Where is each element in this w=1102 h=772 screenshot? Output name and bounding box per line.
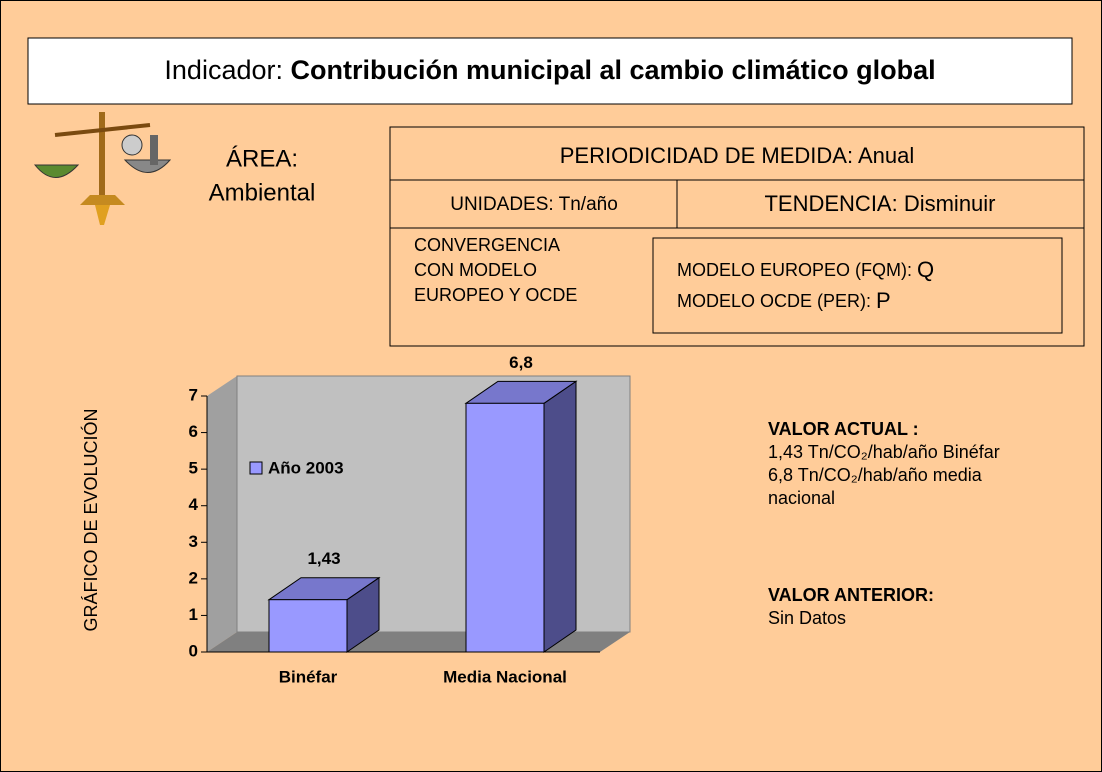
y-tick-label: 1 — [189, 605, 198, 624]
y-tick-label: 2 — [189, 568, 198, 587]
valor-actual: VALOR ACTUAL : 1,43 Tn/CO₂/hab/año Binéf… — [768, 418, 1038, 510]
y-tick-label: 4 — [189, 495, 199, 514]
valor-actual-label: VALOR ACTUAL : — [768, 419, 919, 439]
legend-label: Año 2003 — [268, 458, 344, 477]
x-tick-label: Media Nacional — [443, 667, 567, 686]
periodicidad: PERIODICIDAD DE MEDIDA: Anual — [560, 143, 915, 168]
convergencia: CON MODELO — [414, 260, 537, 280]
label: MODELO EUROPEO (FQM): — [677, 260, 912, 280]
value: Q — [917, 257, 934, 282]
header: Indicador: Contribución municipal al cam… — [164, 55, 935, 85]
header-label: Indicador: — [164, 55, 283, 85]
bar — [268, 599, 348, 653]
y-tick-label: 3 — [189, 532, 198, 551]
x-tick-label: Binéfar — [279, 667, 338, 686]
side-wall — [207, 376, 237, 652]
modelo-europeo: MODELO EUROPEO (FQM): Q — [677, 257, 934, 282]
value: P — [876, 288, 891, 313]
tendencia: TENDENCIA: Disminuir — [764, 191, 995, 216]
logo — [33, 112, 172, 225]
y-tick-label: 7 — [189, 385, 198, 404]
legend-swatch — [249, 461, 263, 475]
modelo-ocde: MODELO OCDE (PER): P — [677, 288, 891, 313]
label: MODELO OCDE (PER): — [677, 291, 871, 311]
header-box — [27, 37, 1073, 105]
valor-anterior-value: Sin Datos — [768, 608, 847, 628]
model-box — [652, 237, 1063, 334]
chart: 0 1 2 3 4 5 6 7 Binéfar 1,43 Media Nacional 6,8 Año … — [189, 353, 631, 686]
valor-anterior: VALOR ANTERIOR: Sin Datos — [768, 584, 1038, 630]
bar-side — [543, 380, 577, 653]
y-tick-label: 5 — [189, 459, 198, 478]
convergencia: CONVERGENCIA — [414, 235, 560, 255]
valor-actual-line: 6,8 Tn/CO₂/hab/año media nacional — [768, 465, 982, 508]
value-label: 1,43 — [307, 549, 340, 568]
area-value: Ambiental — [209, 179, 316, 206]
y-tick-label: 6 — [189, 422, 198, 441]
y-tick-label: 0 — [189, 641, 198, 660]
header-title: Contribución municipal al cambio climáti… — [291, 55, 936, 85]
bar — [465, 402, 545, 653]
info-box — [389, 126, 1085, 347]
value-label: 6,8 — [509, 353, 533, 372]
convergencia: EUROPEO Y OCDE — [414, 285, 577, 305]
y-axis-label: GRÁFICO DE EVOLUCIÓN — [80, 408, 101, 631]
unidades: UNIDADES: Tn/año — [450, 194, 618, 215]
valor-anterior-label: VALOR ANTERIOR: — [768, 585, 934, 605]
area-label: ÁREA: — [226, 145, 298, 172]
valor-actual-line: 1,43 Tn/CO₂/hab/año Binéfar — [768, 442, 1000, 462]
